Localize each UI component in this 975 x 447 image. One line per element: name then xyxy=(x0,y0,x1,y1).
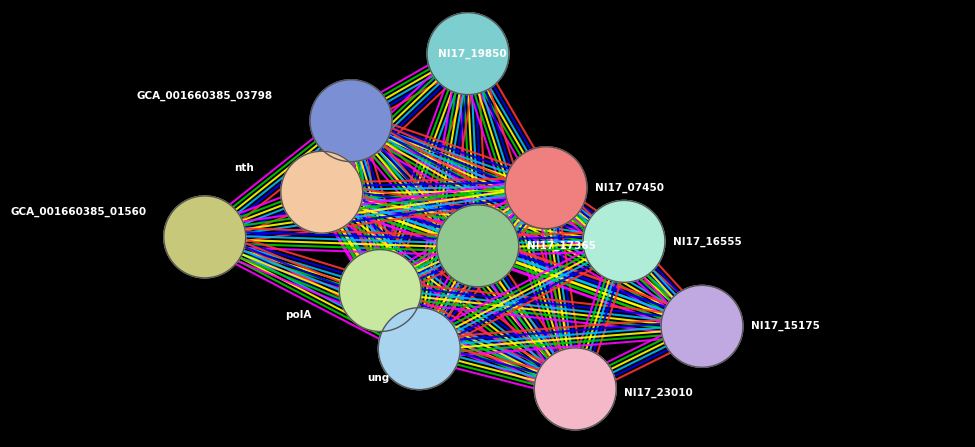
Ellipse shape xyxy=(164,196,246,278)
Ellipse shape xyxy=(310,80,392,162)
Text: nth: nth xyxy=(234,163,254,173)
Ellipse shape xyxy=(378,308,460,390)
Text: NI17_15175: NI17_15175 xyxy=(751,321,820,331)
Text: GCA_001660385_01560: GCA_001660385_01560 xyxy=(10,207,146,217)
Text: NI17_16555: NI17_16555 xyxy=(673,236,742,246)
Text: NI17_17365: NI17_17365 xyxy=(526,241,596,251)
Ellipse shape xyxy=(427,13,509,95)
Ellipse shape xyxy=(281,151,363,233)
Ellipse shape xyxy=(505,147,587,229)
Ellipse shape xyxy=(583,200,665,283)
Text: NI17_23010: NI17_23010 xyxy=(624,388,693,398)
Text: GCA_001660385_03798: GCA_001660385_03798 xyxy=(136,91,273,101)
Text: NI17_07450: NI17_07450 xyxy=(595,183,664,193)
Text: ung: ung xyxy=(368,373,390,383)
Ellipse shape xyxy=(661,285,743,367)
Ellipse shape xyxy=(339,249,421,332)
Ellipse shape xyxy=(534,348,616,430)
Text: polA: polA xyxy=(286,310,312,320)
Text: NI17_19850: NI17_19850 xyxy=(439,49,507,59)
Ellipse shape xyxy=(437,205,519,287)
